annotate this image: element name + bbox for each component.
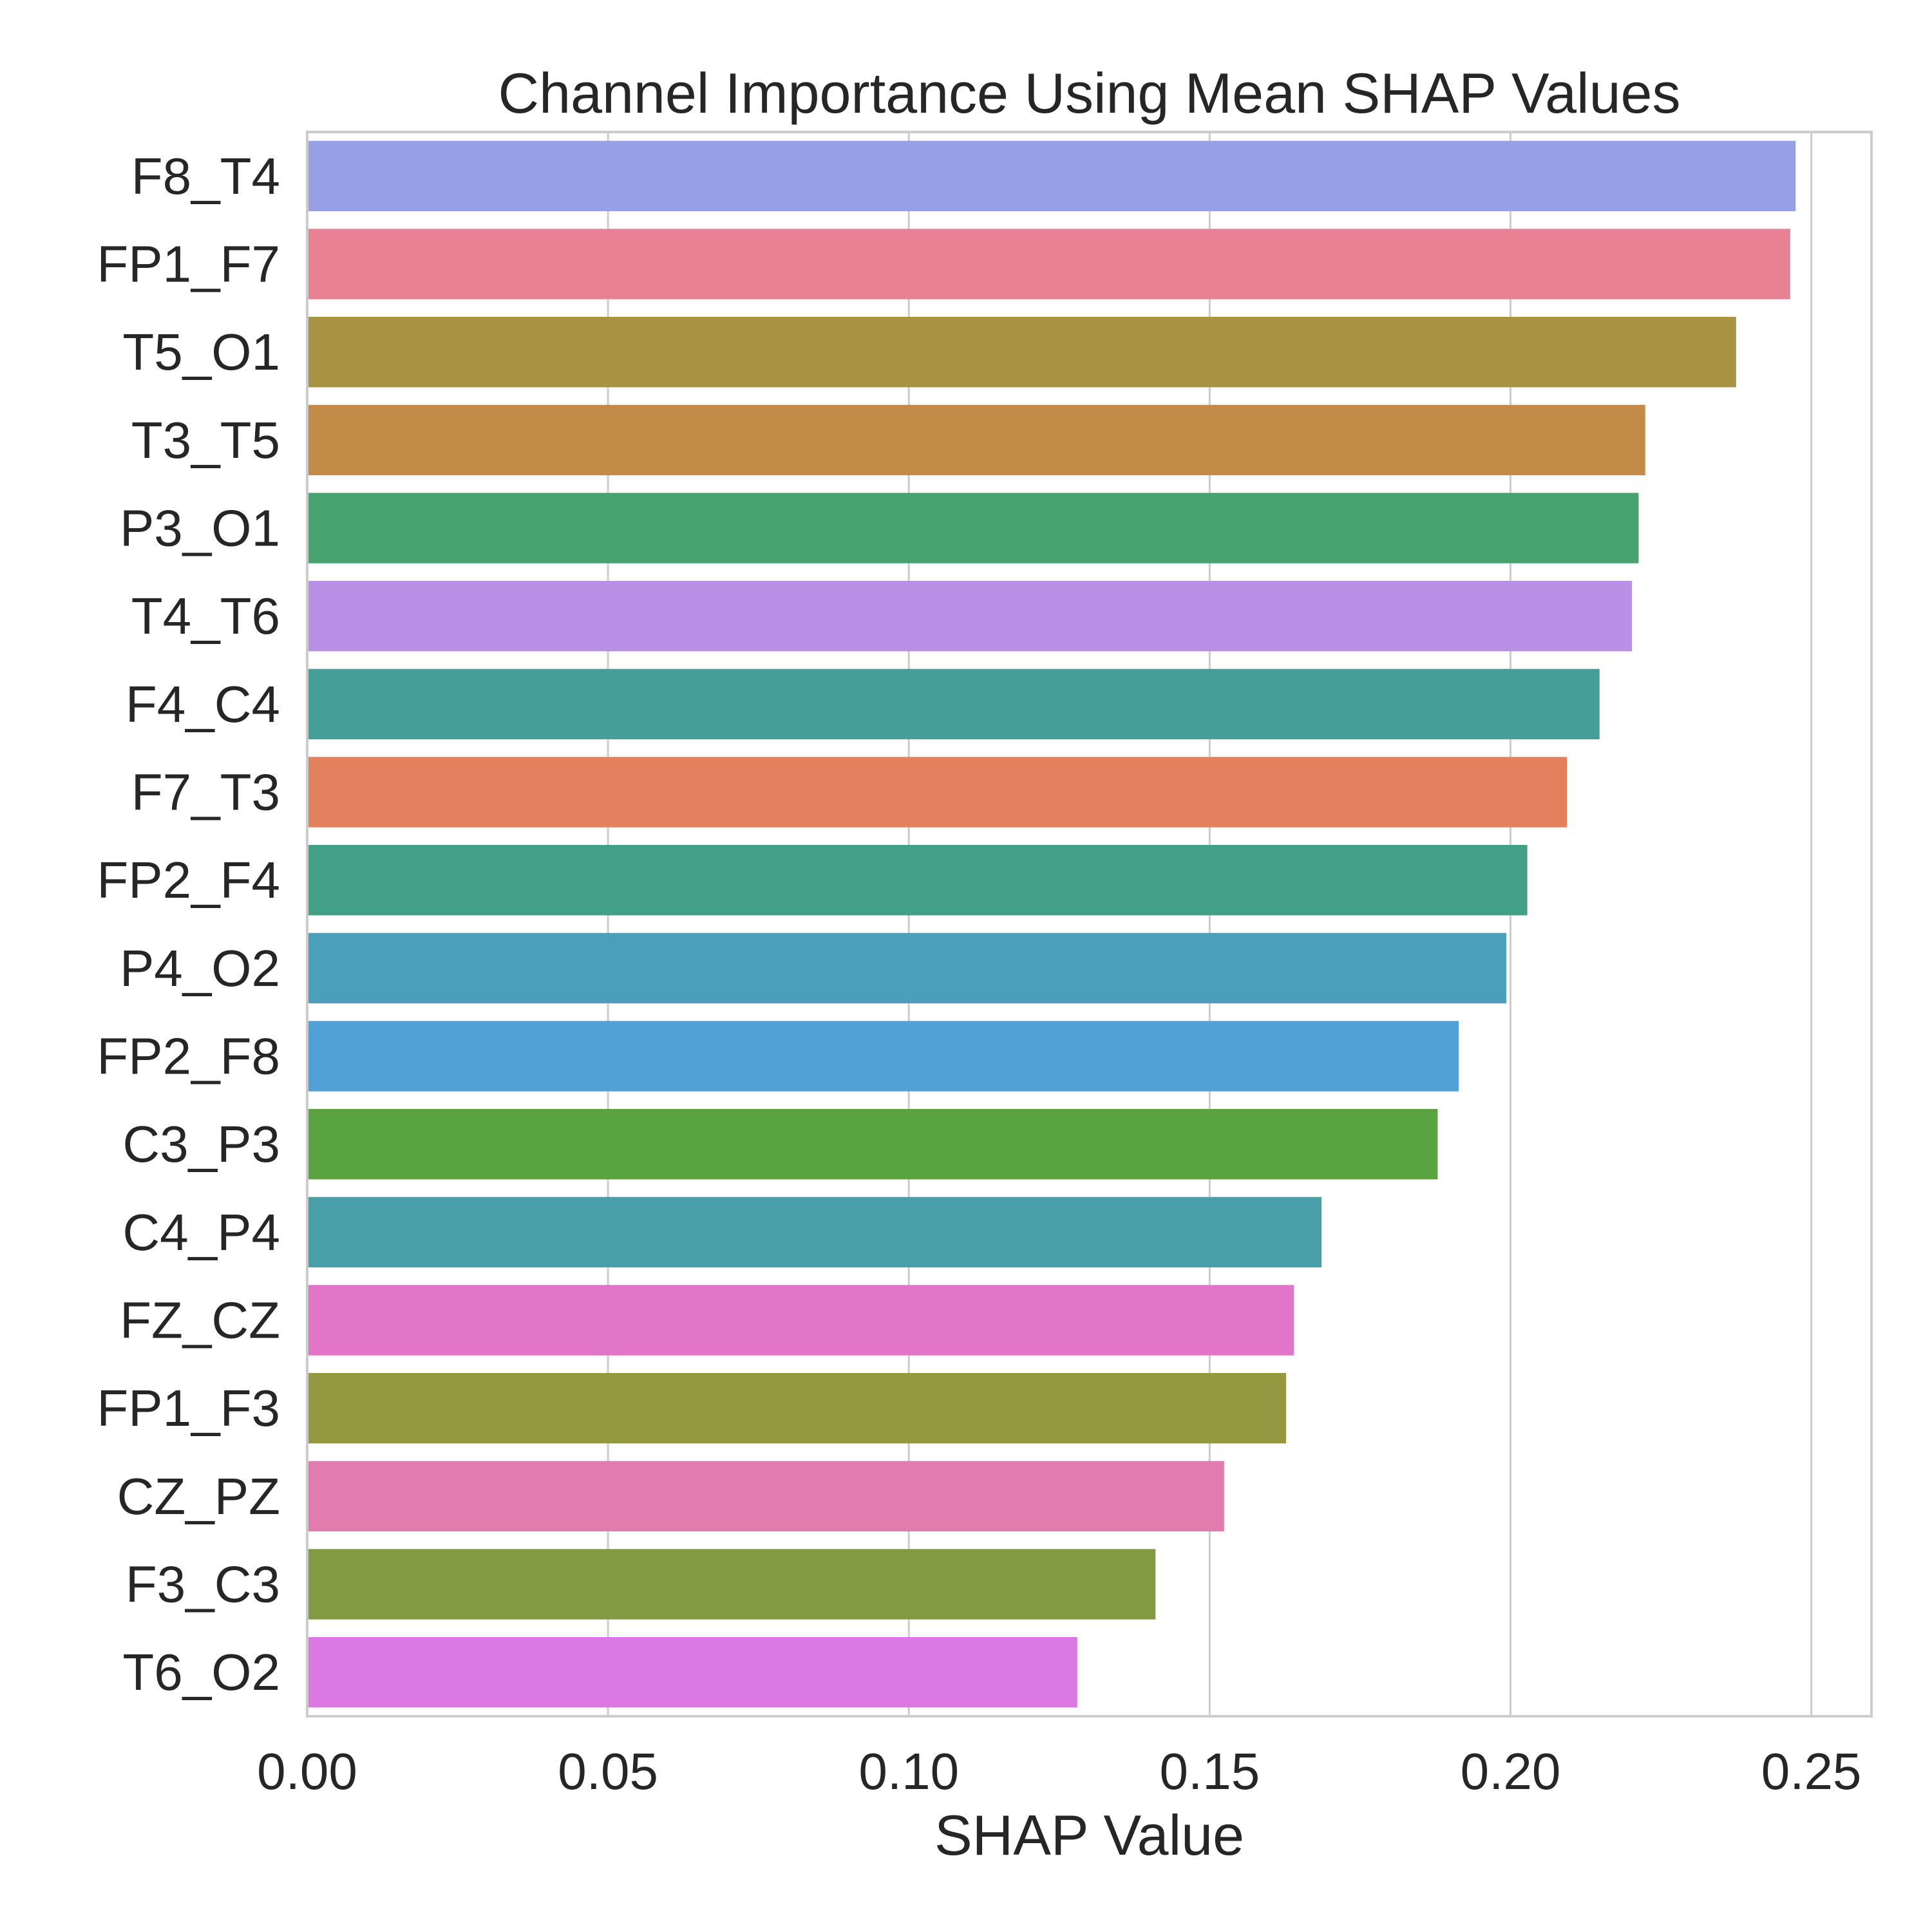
y-tick-label: P4_O2 xyxy=(120,940,280,997)
x-tick-label: 0.15 xyxy=(1159,1743,1260,1800)
bar-f3-c3 xyxy=(307,1549,1156,1620)
bar-t5-o1 xyxy=(307,317,1736,388)
y-tick-label: CZ_PZ xyxy=(117,1468,280,1525)
chart-title: Channel Importance Using Mean SHAP Value… xyxy=(498,61,1681,125)
bar-c3-p3 xyxy=(307,1109,1438,1180)
y-tick-label: T4_T6 xyxy=(131,587,280,645)
bar-fp1-f7 xyxy=(307,229,1790,299)
y-tick-label: FP2_F4 xyxy=(97,851,280,909)
y-tick-label: FP2_F8 xyxy=(97,1028,280,1085)
bar-p3-o1 xyxy=(307,493,1639,564)
y-tick-label: C3_P3 xyxy=(122,1115,280,1173)
bar-f8-t4 xyxy=(307,140,1796,211)
bar-t4-t6 xyxy=(307,581,1633,652)
y-tick-label: C4_P4 xyxy=(122,1204,280,1261)
y-tick-label: F3_C3 xyxy=(126,1556,280,1613)
bar-fz-cz xyxy=(307,1285,1294,1356)
bar-fp1-f3 xyxy=(307,1373,1286,1444)
bar-f4-c4 xyxy=(307,668,1600,739)
y-tick-label: F4_C4 xyxy=(126,676,280,733)
bars xyxy=(307,140,1796,1708)
category-labels: F8_T4 FP1_F7 T5_O1 T3_T5 P3_O1 T4_T6 F4_C4 F7_T… xyxy=(97,147,280,1701)
y-tick-label: T5_O1 xyxy=(122,323,280,381)
y-tick-label: FZ_CZ xyxy=(120,1292,280,1349)
bar-c4-p4 xyxy=(307,1197,1322,1267)
x-tick-label: 0.20 xyxy=(1461,1743,1561,1800)
y-tick-label: F8_T4 xyxy=(131,147,280,205)
y-tick-label: F7_T3 xyxy=(131,764,280,821)
x-tick-label: 0.00 xyxy=(257,1743,357,1800)
bar-t6-o2 xyxy=(307,1637,1077,1708)
y-tick-label: T6_O2 xyxy=(122,1643,280,1701)
bar-fp2-f8 xyxy=(307,1021,1459,1092)
plot-frame xyxy=(306,131,1873,1718)
bar-f7-t3 xyxy=(307,757,1567,828)
x-tick-label: 0.10 xyxy=(858,1743,959,1800)
y-tick-label: P3_O1 xyxy=(120,500,280,557)
x-axis-label: SHAP Value xyxy=(934,1803,1244,1867)
bar-p4-o2 xyxy=(307,933,1506,1003)
bar-fp2-f4 xyxy=(307,845,1528,916)
x-tick-label: 0.25 xyxy=(1761,1743,1862,1800)
y-tick-label: FP1_F3 xyxy=(97,1379,280,1437)
x-tick-labels: 0.00 0.05 0.10 0.15 0.20 0.25 xyxy=(257,1743,1861,1800)
x-tick-label: 0.05 xyxy=(558,1743,658,1800)
y-tick-label: FP1_F7 xyxy=(97,236,280,293)
bar-t3-t5 xyxy=(307,404,1645,475)
bar-cz-pz xyxy=(307,1461,1224,1531)
y-tick-label: T3_T5 xyxy=(131,412,280,469)
